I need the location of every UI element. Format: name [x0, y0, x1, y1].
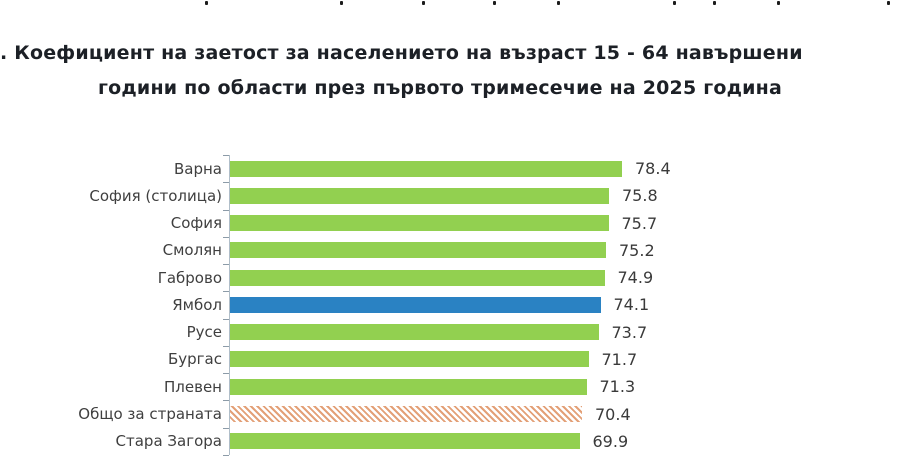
value-label: 71.7: [601, 349, 638, 369]
cropped-text-fragment: [205, 1, 208, 5]
value-label: 73.7: [611, 322, 648, 342]
chart-row: Смолян 75.2: [0, 237, 900, 264]
chart-title-line2: години по области през първото тримесечи…: [98, 77, 782, 99]
bar: [230, 378, 587, 395]
value-label: 70.4: [595, 404, 631, 424]
cropped-text-fragment: [777, 1, 780, 5]
axis-tick: [223, 400, 229, 402]
bar: [230, 215, 609, 232]
axis-tick: [223, 427, 229, 429]
employment-rate-bar-chart: Варна 78.4 София (столица) 75.8 София 75.7 Смо…: [0, 155, 900, 456]
category-label: Общо за страната: [78, 405, 222, 424]
category-axis-line: [229, 155, 230, 455]
bar: [230, 269, 605, 286]
bar-area: 75.2: [230, 241, 655, 260]
chart-row: София (столица) 75.8: [0, 182, 900, 209]
bar-area: 71.3: [230, 377, 635, 396]
axis-tick: [223, 345, 229, 347]
bar-area: 75.8: [230, 186, 658, 205]
axis-tick: [223, 182, 229, 184]
bar: [230, 160, 622, 177]
category-label: Русе: [186, 323, 222, 342]
category-label: Стара Загора: [115, 432, 222, 451]
category-label: София (столица): [89, 186, 222, 205]
value-label: 69.9: [592, 431, 629, 451]
cropped-text-fragment: [340, 1, 343, 5]
chart-row: Плевен 71.3: [0, 373, 900, 400]
category-label: Ямбол: [172, 295, 222, 314]
cropped-text-fragment: [713, 1, 716, 5]
bar: [230, 433, 580, 450]
value-label: 75.7: [621, 213, 658, 233]
chart-row: Стара Загора 69.9: [0, 428, 900, 455]
category-label: Варна: [173, 159, 222, 178]
axis-tick: [223, 373, 229, 375]
chart-row: Габрово 74.9: [0, 264, 900, 291]
cropped-text-fragment: [673, 1, 676, 5]
value-label: 74.1: [613, 295, 650, 315]
bar-area: 74.9: [230, 268, 653, 287]
bar-area: 78.4: [230, 159, 671, 178]
axis-tick: [223, 209, 229, 211]
axis-tick: [223, 318, 229, 320]
cropped-text-fragment: [493, 1, 496, 5]
category-label: Смолян: [162, 241, 222, 260]
chart-row: Общо за страната 70.4: [0, 400, 900, 427]
cropped-text-fragment: [557, 1, 560, 5]
bar-area: 70.4: [230, 405, 631, 424]
chart-title-line1: . Коефициент на заетост за населението н…: [0, 42, 803, 64]
category-label: Бургас: [167, 350, 222, 369]
chart-row: Русе 73.7: [0, 319, 900, 346]
value-label: 78.4: [635, 159, 671, 179]
bar-national-average-hatched: [230, 406, 582, 423]
chart-row: Бургас 71.7: [0, 346, 900, 373]
axis-tick: [223, 236, 229, 238]
value-label: 71.3: [599, 377, 636, 397]
chart-rows: Варна 78.4 София (столица) 75.8 София 75.7 Смо…: [0, 155, 900, 455]
bar-area: 71.7: [230, 350, 637, 369]
axis-tick: [223, 454, 229, 456]
bar-area: 74.1: [230, 295, 649, 314]
value-label: 75.8: [622, 186, 658, 206]
bar-area: 69.9: [230, 432, 628, 451]
value-label: 75.2: [619, 240, 655, 260]
value-label: 74.9: [617, 268, 654, 288]
bar: [230, 242, 606, 259]
cropped-text-fragment: [422, 1, 425, 5]
category-label: Плевен: [164, 377, 222, 396]
chart-title: . Коефициент на заетост за населението н…: [0, 36, 880, 106]
cropped-text-fragment: [887, 1, 890, 5]
bar: [230, 187, 609, 204]
axis-tick: [223, 291, 229, 293]
chart-row: София 75.7: [0, 210, 900, 237]
bar: [230, 351, 589, 368]
axis-tick: [223, 264, 229, 266]
axis-tick: [223, 155, 229, 156]
category-label: София: [170, 214, 222, 233]
chart-row: Ямбол 74.1: [0, 291, 900, 318]
category-label: Габрово: [157, 268, 222, 287]
bar-area: 73.7: [230, 323, 647, 342]
chart-row: Варна 78.4: [0, 155, 900, 182]
bar-highlighted: [230, 296, 601, 313]
bar-area: 75.7: [230, 214, 657, 233]
cropped-text-line: [0, 0, 900, 6]
bar: [230, 324, 599, 341]
